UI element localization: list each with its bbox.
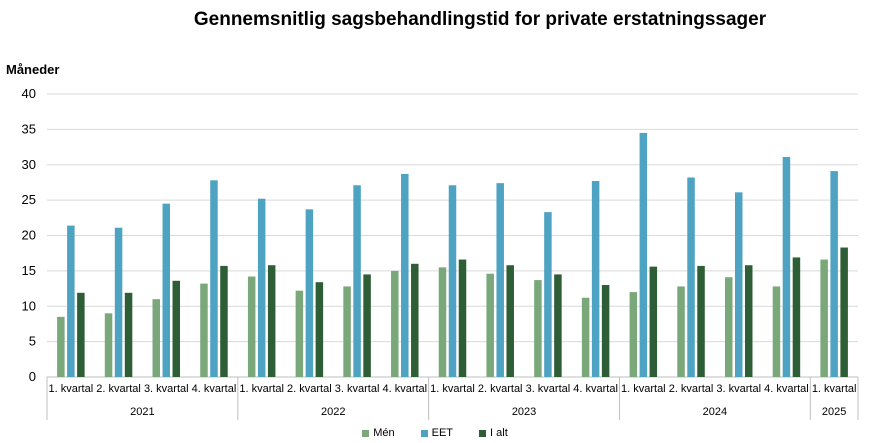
bar [677, 286, 685, 377]
bar [629, 292, 638, 377]
bar [67, 225, 75, 377]
legend-item-eet: EET [420, 427, 454, 439]
legend-swatch-men [362, 429, 370, 437]
bar [152, 299, 161, 377]
bar [772, 286, 781, 377]
bar [496, 183, 504, 377]
bar [438, 267, 447, 377]
bar [649, 266, 658, 377]
x-tick-label: 3. kvartal [716, 383, 761, 395]
bar [401, 173, 409, 377]
y-tick-label: 25 [22, 192, 36, 207]
bar [687, 177, 695, 377]
bar [581, 297, 590, 377]
bar [411, 263, 419, 377]
bar [840, 247, 848, 377]
y-tick-label: 0 [29, 369, 36, 384]
x-tick-label: 2. kvartal [287, 383, 332, 395]
bar [343, 286, 351, 377]
legend-item-i-alt: I alt [479, 427, 508, 439]
y-tick-label: 35 [22, 121, 36, 136]
bar [305, 209, 314, 377]
bar [295, 290, 304, 377]
y-tick-label: 40 [22, 86, 36, 101]
x-tick-label: 1. kvartal [49, 383, 94, 395]
y-tick-label: 10 [22, 298, 36, 313]
bar [247, 276, 256, 377]
bar [315, 282, 324, 377]
legend-label-i-alt: I alt [490, 427, 508, 439]
bar [114, 227, 123, 377]
x-tick-label: 4. kvartal [192, 383, 237, 395]
x-tick-label: 3. kvartal [144, 383, 189, 395]
legend-swatch-i-alt [479, 429, 487, 437]
x-tick-label: 4. kvartal [764, 383, 809, 395]
bar [104, 313, 113, 377]
legend: Mén EET I alt [0, 427, 870, 439]
legend-label-eet: EET [431, 427, 454, 439]
bar [391, 270, 399, 377]
bar [257, 198, 266, 377]
x-tick-label: 2. kvartal [96, 383, 141, 395]
group-label: 2021 [130, 406, 154, 418]
bar [697, 265, 705, 377]
bar [220, 265, 228, 377]
bar [57, 316, 65, 377]
bar [792, 257, 801, 377]
bar [782, 156, 791, 377]
bar [724, 277, 733, 377]
bar [639, 132, 648, 377]
x-tick-label: 1. kvartal [621, 383, 666, 395]
bar [200, 283, 208, 377]
x-tick-label: 1. kvartal [812, 383, 857, 395]
bar [830, 171, 838, 377]
group-label: 2024 [703, 406, 727, 418]
bar [448, 185, 457, 377]
y-tick-label: 20 [22, 228, 36, 243]
bar [353, 185, 361, 377]
x-tick-label: 4. kvartal [573, 383, 618, 395]
y-tick-label: 30 [22, 157, 36, 172]
bar [486, 273, 494, 377]
bar [544, 212, 552, 377]
y-tick-label: 15 [22, 263, 36, 278]
bar [734, 192, 743, 377]
bar [591, 181, 600, 377]
x-tick-label: 3. kvartal [335, 383, 380, 395]
x-tick-label: 1. kvartal [239, 383, 284, 395]
bar [506, 265, 514, 377]
x-tick-label: 2. kvartal [669, 383, 714, 395]
bar [458, 259, 467, 377]
legend-label-men: Mén [373, 427, 395, 439]
bar [162, 203, 171, 377]
x-tick-label: 1. kvartal [430, 383, 475, 395]
x-tick-label: 4. kvartal [382, 383, 427, 395]
bar [363, 274, 371, 377]
bar [124, 292, 133, 377]
y-axis-label: Måneder [6, 62, 60, 77]
bar [601, 285, 610, 377]
bar [172, 280, 181, 377]
group-label: 2023 [512, 406, 536, 418]
bar [210, 180, 218, 377]
group-label: 2022 [321, 406, 345, 418]
group-label: 2025 [822, 406, 846, 418]
x-tick-label: 3. kvartal [526, 383, 571, 395]
legend-item-men: Mén [362, 427, 395, 439]
bar [534, 280, 542, 377]
x-tick-label: 2. kvartal [478, 383, 523, 395]
bar [744, 265, 753, 377]
bar [820, 259, 828, 377]
chart-title: Gennemsnitlig sagsbehandlingstid for pri… [193, 9, 767, 30]
bar [77, 292, 85, 377]
bar [267, 265, 276, 377]
y-tick-label: 5 [29, 334, 36, 349]
bar [554, 274, 562, 377]
legend-swatch-eet [420, 429, 428, 437]
